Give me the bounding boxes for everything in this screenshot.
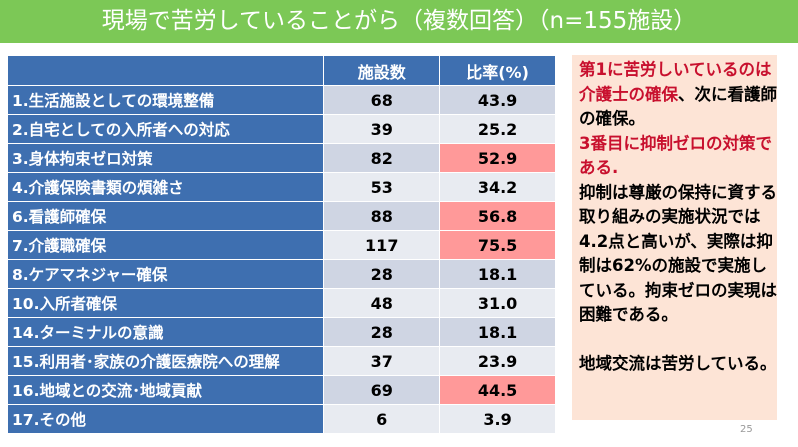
note-black-2: 抑制は尊厳の保持に資する取り組みの実施状況では4.2点と高いが、実際は抑制は62…	[579, 182, 777, 325]
table-row: 4.介護保険書類の煩雑さ 53 34.2	[6, 172, 556, 202]
row-label: 3.身体拘束ゼロ対策	[6, 143, 325, 173]
row-ratio: 3.9	[439, 404, 556, 434]
row-label: 4.介護保険書類の煩雑さ	[6, 172, 325, 202]
header-ratio: 比率(%)	[439, 55, 556, 86]
row-count: 88	[323, 201, 441, 231]
row-count: 82	[323, 143, 441, 173]
header-label	[6, 55, 325, 86]
row-ratio: 31.0	[439, 288, 556, 318]
table-row: 8.ケアマネジャー確保 28 18.1	[6, 259, 556, 289]
row-ratio: 23.9	[439, 346, 556, 376]
row-label: 15.利用者･家族の介護医療院への理解	[6, 346, 325, 376]
page-number: 25	[740, 424, 753, 435]
row-ratio: 52.9	[439, 143, 556, 173]
row-ratio: 44.5	[439, 375, 556, 405]
note-red-2: 3番目に抑制ゼロの対策である.	[579, 133, 772, 178]
row-label: 14.ターミナルの意識	[6, 317, 325, 347]
header-count: 施設数	[323, 55, 441, 86]
table-row: 3.身体拘束ゼロ対策 82 52.9	[6, 143, 556, 173]
table-row: 7.介護職確保 117 75.5	[6, 230, 556, 260]
table-row: 10.入所者確保 48 31.0	[6, 288, 556, 318]
table-header-row: 施設数 比率(%)	[6, 55, 556, 86]
table-row: 1.生活施設としての環境整備 68 43.9	[6, 85, 556, 115]
commentary-box: 第1に苦労しいているのは介護士の確保、次に看護師の確保。 3番目に抑制ゼロの対策…	[572, 55, 777, 420]
row-count: 6	[323, 404, 441, 434]
row-label: 16.地域との交流･地域貢献	[6, 375, 325, 405]
row-label: 17.その他	[6, 404, 325, 434]
table-row: 14.ターミナルの意識 28 18.1	[6, 317, 556, 347]
row-label: 6.看護師確保	[6, 201, 325, 231]
slide-title: 現場で苦労していることがら（複数回答）（n=155施設）	[0, 0, 798, 43]
row-count: 39	[323, 114, 441, 144]
row-count: 53	[323, 172, 441, 202]
row-count: 69	[323, 375, 441, 405]
note-black-3: 地域交流は苦労している。	[579, 354, 777, 373]
note-black-1: 、次に看護師の確保。	[579, 84, 777, 129]
difficulties-table: 施設数 比率(%) 1.生活施設としての環境整備 68 43.9 2.自宅としての入所…	[6, 55, 556, 434]
row-count: 28	[323, 259, 441, 289]
row-ratio: 56.8	[439, 201, 556, 231]
row-ratio: 18.1	[439, 259, 556, 289]
row-ratio: 34.2	[439, 172, 556, 202]
row-label: 8.ケアマネジャー確保	[6, 259, 325, 289]
row-count: 37	[323, 346, 441, 376]
row-ratio: 18.1	[439, 317, 556, 347]
row-count: 117	[323, 230, 441, 260]
row-count: 28	[323, 317, 441, 347]
row-label: 2.自宅としての入所者への対応	[6, 114, 325, 144]
table-row: 16.地域との交流･地域貢献 69 44.5	[6, 375, 556, 405]
row-label: 7.介護職確保	[6, 230, 325, 260]
row-count: 48	[323, 288, 441, 318]
table-row: 17.その他 6 3.9	[6, 404, 556, 434]
row-label: 1.生活施設としての環境整備	[6, 85, 325, 115]
table-row: 6.看護師確保 88 56.8	[6, 201, 556, 231]
row-count: 68	[323, 85, 441, 115]
row-label: 10.入所者確保	[6, 288, 325, 318]
table-row: 2.自宅としての入所者への対応 39 25.2	[6, 114, 556, 144]
table-row: 15.利用者･家族の介護医療院への理解 37 23.9	[6, 346, 556, 376]
row-ratio: 25.2	[439, 114, 556, 144]
row-ratio: 75.5	[439, 230, 556, 260]
row-ratio: 43.9	[439, 85, 556, 115]
note-red-1: 第1に苦労しいているのは介護士の確保	[579, 60, 772, 104]
